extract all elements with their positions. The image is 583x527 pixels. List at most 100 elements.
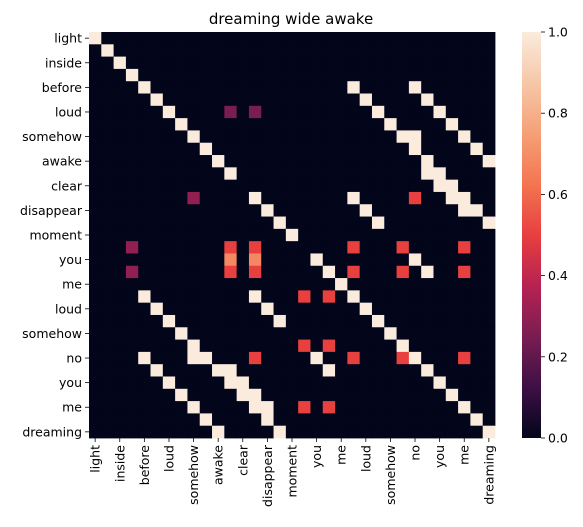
heatmap-cell (126, 389, 139, 402)
heatmap-cell (360, 229, 373, 242)
x-tick-label: clear (235, 444, 250, 476)
heatmap-cell (138, 278, 151, 291)
heatmap-cell (384, 364, 397, 377)
heatmap-cell (421, 217, 434, 230)
heatmap-cell (151, 106, 164, 119)
heatmap-cell (446, 401, 459, 414)
heatmap-cell (200, 278, 213, 291)
heatmap-cell (458, 229, 471, 242)
heatmap-cell (310, 155, 323, 168)
heatmap-cell (163, 401, 176, 414)
heatmap-cell (397, 340, 410, 353)
heatmap-cell (200, 376, 213, 389)
heatmap-cell (298, 401, 311, 414)
heatmap-cell (224, 44, 237, 57)
heatmap-cell (470, 204, 483, 217)
heatmap-cell (224, 401, 237, 414)
heatmap-cell (446, 340, 459, 353)
heatmap-cell (200, 167, 213, 180)
heatmap-cell (384, 340, 397, 353)
heatmap-cell (335, 32, 348, 45)
heatmap-cell (384, 143, 397, 156)
heatmap-cell (187, 413, 200, 426)
heatmap-cell (151, 143, 164, 156)
heatmap-cell (175, 94, 188, 107)
heatmap-cell (323, 57, 336, 70)
heatmap-cell (310, 253, 323, 266)
colorbar-tick-labels: 0.0 0.2 0.4 0.6 0.8 1.0 (541, 25, 568, 446)
heatmap-cell (175, 143, 188, 156)
heatmap-cell (323, 217, 336, 230)
heatmap-cell (212, 278, 225, 291)
heatmap-cell (433, 426, 446, 439)
heatmap-cell (101, 94, 114, 107)
heatmap-cell (397, 167, 410, 180)
heatmap-cell (458, 44, 471, 57)
heatmap-cell (483, 167, 496, 180)
colorbar-tick-label: 0.2 (548, 349, 568, 364)
heatmap-cell (397, 204, 410, 217)
heatmap-cell (261, 32, 274, 45)
heatmap-cell (323, 81, 336, 94)
heatmap-cell (249, 32, 262, 45)
heatmap-cell (249, 413, 262, 426)
heatmap-cell (237, 229, 250, 242)
heatmap-cell (310, 81, 323, 94)
heatmap-cell (421, 44, 434, 57)
heatmap-cell (384, 241, 397, 254)
heatmap-cell (384, 44, 397, 57)
heatmap-cell (114, 315, 127, 328)
heatmap-cell (175, 364, 188, 377)
heatmap-cell (335, 94, 348, 107)
heatmap-cell (126, 266, 139, 279)
heatmap-cell (114, 118, 127, 131)
heatmap-cell (372, 155, 385, 168)
heatmap-cell (163, 217, 176, 230)
heatmap-cell (397, 229, 410, 242)
heatmap-cell (347, 81, 360, 94)
heatmap-cell (384, 32, 397, 45)
heatmap-cell (249, 143, 262, 156)
heatmap-cell (126, 180, 139, 193)
heatmap-cell (433, 253, 446, 266)
heatmap-cell (323, 94, 336, 107)
heatmap-cell (446, 241, 459, 254)
heatmap-cell (286, 94, 299, 107)
heatmap-cell (89, 118, 102, 131)
heatmap-cell (212, 81, 225, 94)
heatmap-cell (175, 376, 188, 389)
heatmap-cell (237, 364, 250, 377)
heatmap-cell (470, 118, 483, 131)
heatmap-cell (433, 44, 446, 57)
heatmap-cell (126, 340, 139, 353)
x-tick-label: me (457, 445, 472, 465)
heatmap-cell (89, 155, 102, 168)
heatmap-cell (458, 180, 471, 193)
heatmap-cell (200, 217, 213, 230)
heatmap-cell (298, 167, 311, 180)
heatmap-cell (347, 278, 360, 291)
heatmap-cell (384, 315, 397, 328)
colorbar-tick-label: 1.0 (548, 25, 568, 40)
heatmap-cell (360, 180, 373, 193)
heatmap-cell (433, 81, 446, 94)
heatmap-cell (249, 217, 262, 230)
heatmap-cell (298, 426, 311, 439)
heatmap-cell (101, 204, 114, 217)
heatmap-cell (101, 303, 114, 316)
heatmap-cell (409, 327, 422, 340)
heatmap-cell (483, 389, 496, 402)
heatmap-cell (212, 389, 225, 402)
heatmap-cell (360, 253, 373, 266)
heatmap-cell (114, 352, 127, 365)
heatmap-cell (347, 130, 360, 143)
heatmap-cell (138, 155, 151, 168)
heatmap-cell (409, 69, 422, 82)
heatmap-cell (261, 130, 274, 143)
heatmap-cell (433, 278, 446, 291)
heatmap-cell (421, 69, 434, 82)
heatmap-cell (101, 180, 114, 193)
heatmap-cell (163, 32, 176, 45)
heatmap-cell (126, 204, 139, 217)
heatmap-cell (310, 69, 323, 82)
